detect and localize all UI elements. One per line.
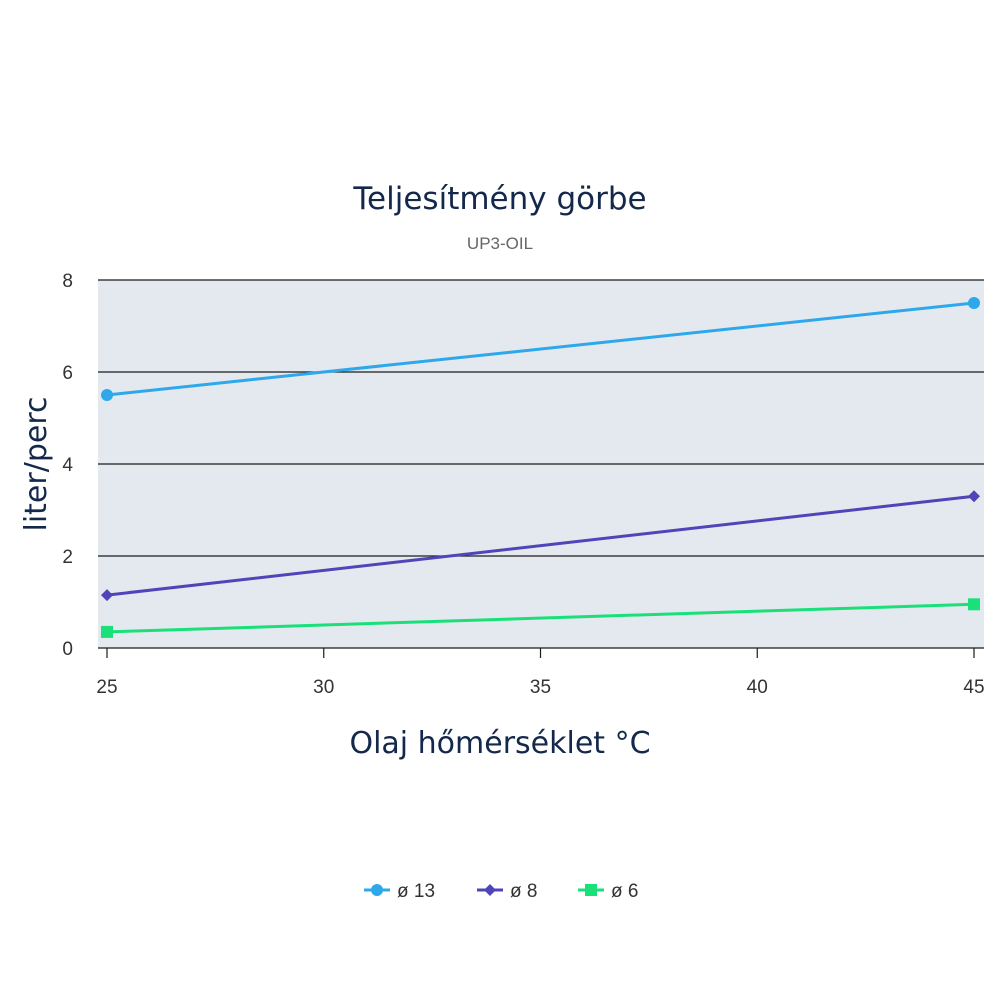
series-0 <box>101 297 980 401</box>
series-1 <box>101 490 980 602</box>
data-point <box>968 598 980 611</box>
y-tick-label: 0 <box>62 639 73 660</box>
y-tick-label: 2 <box>62 547 73 568</box>
series-layer <box>101 297 980 638</box>
chart-title: Teljesítmény görbe <box>352 181 646 217</box>
x-axis-ticks: 25 30 35 40 45 <box>96 648 985 698</box>
data-point <box>968 490 980 503</box>
legend-marker <box>484 884 496 896</box>
legend-label: ø 6 <box>611 881 638 902</box>
series-2 <box>101 598 980 638</box>
y-tick-label: 4 <box>62 455 73 476</box>
x-tick-label: 30 <box>313 677 334 698</box>
y-axis-ticks: 0 2 4 6 8 <box>62 271 73 660</box>
y-tick-label: 8 <box>62 271 73 292</box>
series-line <box>106 494 975 597</box>
data-point <box>101 589 113 602</box>
grid-lines <box>98 279 984 649</box>
x-axis-title: Olaj hőmérséklet °C <box>349 726 650 761</box>
data-point <box>101 389 113 401</box>
chart-subtitle: UP3-OIL <box>467 234 533 253</box>
legend-item: ø 13 <box>364 881 435 902</box>
x-tick-label: 25 <box>96 677 117 698</box>
x-tick-label: 40 <box>747 677 768 698</box>
x-tick-label: 35 <box>530 677 551 698</box>
legend-item: ø 6 <box>578 881 638 902</box>
legend-marker <box>371 884 383 896</box>
legend: ø 13 ø 8 ø 6 <box>364 881 638 902</box>
x-tick-label: 45 <box>963 677 984 698</box>
data-point <box>968 297 980 309</box>
y-axis-title: liter/perc <box>19 397 54 532</box>
series-line <box>106 602 975 634</box>
legend-marker <box>585 884 597 896</box>
legend-label: ø 13 <box>397 881 435 902</box>
legend-label: ø 8 <box>510 881 537 902</box>
legend-item: ø 8 <box>477 881 537 902</box>
data-point <box>101 625 113 638</box>
y-tick-label: 6 <box>62 363 73 384</box>
series-line <box>106 301 975 397</box>
